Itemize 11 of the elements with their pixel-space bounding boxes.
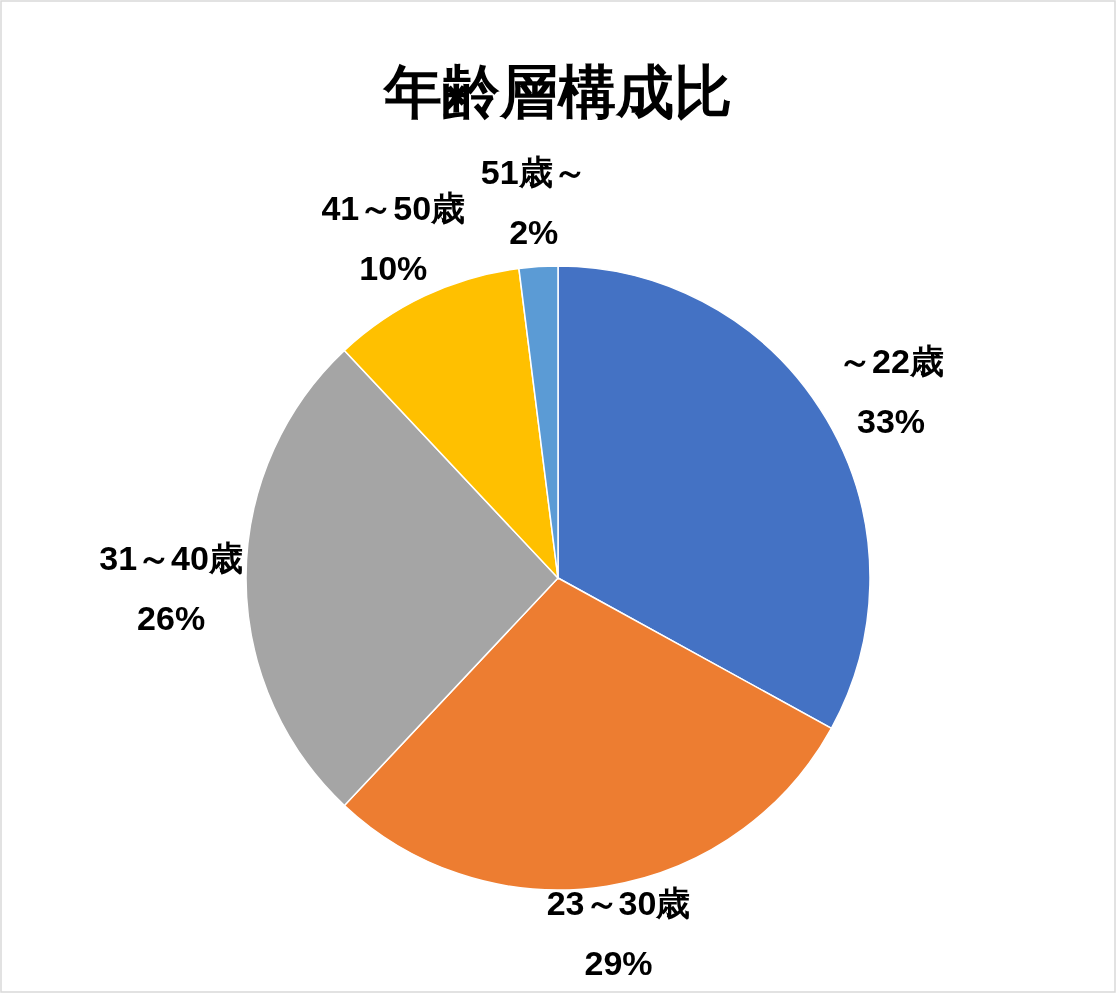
slice-label: 31～40歳	[99, 539, 243, 577]
data-label: 33%	[856, 402, 926, 441]
slice-label: 51歳～	[480, 152, 587, 191]
chart-title: 年齢層構成比	[382, 59, 732, 124]
data-label: 10%	[359, 248, 428, 287]
slice-label: 41～50歳	[321, 188, 466, 227]
data-label: 29%	[584, 944, 653, 982]
slice-label: ～22歳	[838, 342, 944, 381]
slice-label: 23～30歳	[546, 884, 691, 922]
data-label: 2%	[509, 212, 559, 251]
data-label: 26%	[137, 599, 206, 637]
